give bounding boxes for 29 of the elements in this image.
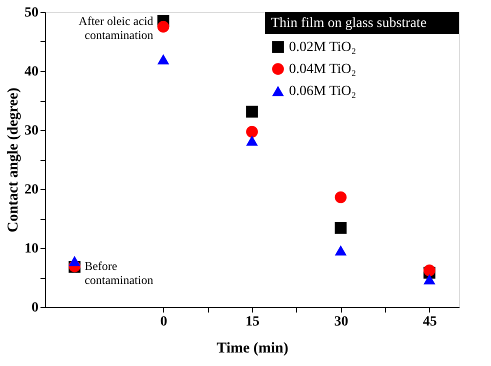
- legend-label: 0.04M TiO₂: [289, 62, 356, 77]
- legend-label: 0.06M TiO₂: [289, 84, 356, 99]
- point: [334, 245, 347, 256]
- y-tick-label: 0: [32, 300, 38, 316]
- annotation: After oleic acid contamination: [78, 14, 154, 42]
- point: [246, 126, 258, 138]
- point: [68, 256, 80, 266]
- legend-title: Thin film on glass substrate: [271, 16, 427, 31]
- point: [424, 264, 436, 276]
- point: [246, 106, 258, 118]
- y-tick-label: 10: [24, 242, 38, 256]
- point: [157, 54, 170, 64]
- point: [246, 135, 258, 146]
- y-tick-label: 40: [24, 64, 38, 80]
- annotation: Before contamination: [84, 258, 154, 287]
- point: [157, 20, 170, 33]
- point: [424, 274, 436, 284]
- y-tick-label: 30: [24, 124, 38, 138]
- x-tick-label: 15: [246, 314, 260, 330]
- y-tick-label: 50: [24, 6, 38, 20]
- x-tick-label: 45: [422, 314, 437, 330]
- x-axis-title: Time (min): [216, 340, 288, 356]
- legend-label: 0.02M TiO₂: [289, 40, 356, 55]
- x-tick-label: 0: [160, 314, 168, 330]
- y-tick-label: 20: [24, 182, 38, 198]
- x-tick-label: 30: [334, 314, 348, 330]
- y-axis-title: Contact angle (degree): [6, 88, 22, 232]
- point: [334, 222, 347, 234]
- point: [334, 191, 347, 204]
